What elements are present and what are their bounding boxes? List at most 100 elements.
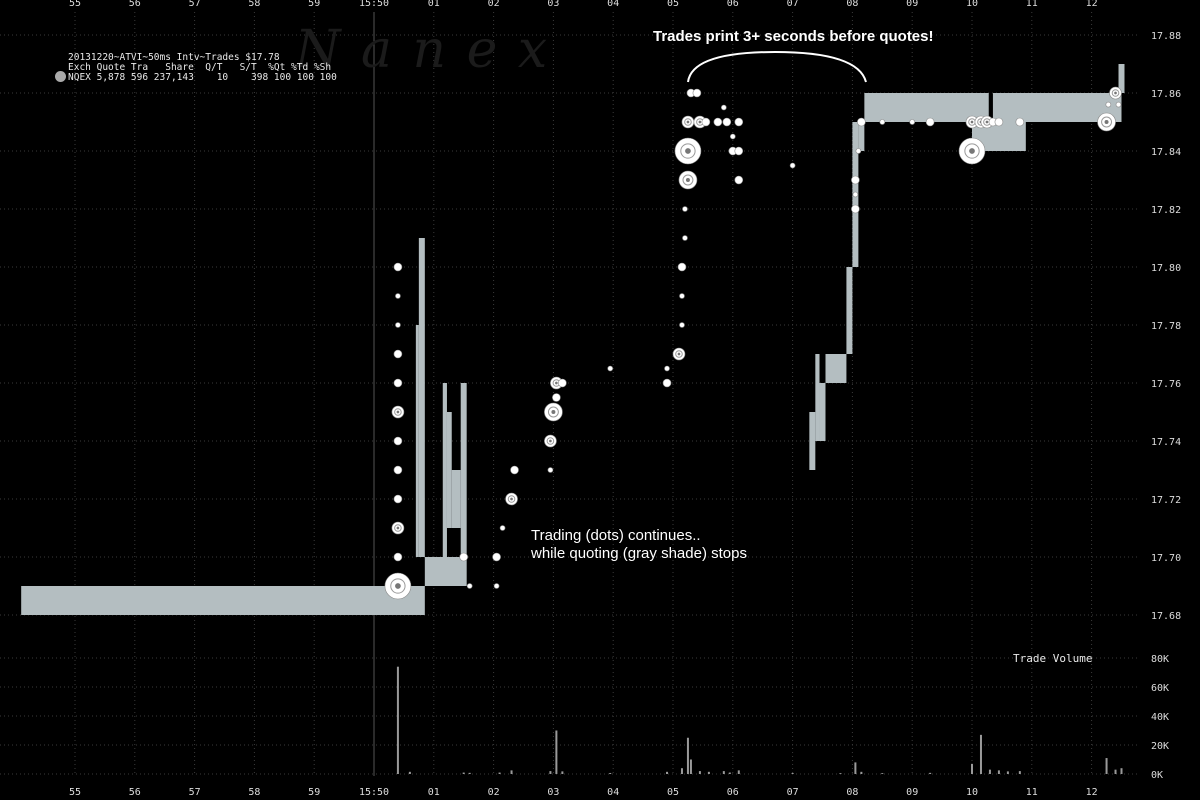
volume-tick-label: 20K — [1151, 741, 1169, 752]
trading-annotation-line2: while quoting (gray shade) stops — [531, 545, 747, 562]
trade-dot — [857, 117, 866, 127]
price-tick-label: 17.88 — [1151, 31, 1181, 42]
trade-dot — [664, 365, 670, 372]
trade-dot — [855, 148, 862, 154]
trade-dot-ring — [1111, 89, 1120, 97]
trade-dot — [925, 117, 935, 127]
legend-marker-icon — [55, 71, 66, 82]
trade-dot-ring — [394, 408, 402, 416]
time-tick-label: 01 — [428, 787, 440, 798]
volume-bar — [462, 772, 465, 774]
trade-dot-core — [677, 352, 681, 356]
trade-dot — [682, 235, 688, 241]
trade-dot-ring — [507, 495, 516, 503]
time-tick-label: 02 — [488, 0, 500, 9]
annotation-bracket — [687, 50, 867, 83]
trade-dot — [459, 552, 469, 562]
trade-dot-core — [686, 120, 690, 124]
trade-dot — [729, 133, 736, 140]
volume-bar — [1018, 771, 1021, 774]
price-tick-label: 17.76 — [1151, 379, 1181, 390]
volume-bar — [609, 772, 612, 774]
trade-dot — [393, 262, 403, 272]
header-title: 20131220~ATVI~50ms Intv~Trades $17.78 — [68, 52, 280, 63]
price-tick-label: 17.70 — [1151, 553, 1181, 564]
trade-dot — [466, 583, 473, 589]
price-tick-label: 17.68 — [1151, 611, 1181, 622]
volume-bar — [929, 772, 932, 774]
time-tick-label: 08 — [846, 787, 858, 798]
trade-dot-core — [685, 148, 691, 154]
price-tick-label: 17.80 — [1151, 263, 1181, 274]
quote-segment — [815, 354, 820, 441]
time-tick-label: 04 — [607, 787, 619, 798]
volume-bar — [1114, 769, 1117, 774]
time-tick-label: 58 — [248, 787, 260, 798]
volume-bar — [860, 771, 863, 774]
volume-bar — [498, 772, 501, 774]
trade-dot — [558, 378, 567, 388]
trade-dot-core — [395, 583, 401, 589]
volume-bar — [979, 734, 982, 774]
trade-dot-core — [396, 526, 400, 530]
time-tick-label: 03 — [547, 0, 559, 9]
volume-axis-label: Trade Volume — [1013, 652, 1093, 665]
trade-dot — [393, 552, 403, 562]
quote-segment — [446, 412, 452, 528]
trade-dot — [547, 467, 554, 473]
trade-dot — [393, 436, 403, 446]
time-tick-label: 02 — [488, 787, 500, 798]
price-tick-label: 17.74 — [1151, 437, 1181, 448]
trade-dot — [852, 191, 859, 198]
trade-dot — [1115, 101, 1122, 108]
trade-dot — [662, 378, 672, 388]
volume-bar — [698, 771, 701, 774]
volume-bar — [510, 770, 513, 774]
trade-dot-ring — [547, 406, 559, 418]
price-tick-label: 17.72 — [1151, 495, 1181, 506]
grid-lines — [0, 12, 1140, 776]
trade-dot — [701, 117, 711, 127]
nanex-watermark: N a n e x — [295, 20, 550, 80]
time-tick-label: 58 — [248, 0, 260, 9]
volume-tick-label: 0K — [1151, 770, 1163, 781]
trade-dot-ring — [964, 143, 980, 159]
time-tick-label: 06 — [727, 0, 739, 9]
trade-dot — [393, 349, 403, 359]
volume-bar — [988, 769, 991, 774]
axis-labels: 55 55 56 56 57 57 58 58 59 59 15:50 15:50 01 01 02 02 03… — [69, 0, 1181, 798]
volume-bar — [971, 763, 973, 774]
time-tick-label: 56 — [129, 0, 141, 9]
time-tick-label: 55 — [69, 0, 81, 9]
trade-dot — [1105, 101, 1112, 108]
quote-segment — [972, 93, 989, 122]
trade-dot — [679, 322, 685, 328]
quote-segment — [846, 267, 853, 354]
time-tick-label: 09 — [906, 787, 918, 798]
volume-bar — [997, 770, 1000, 774]
quote-segment — [418, 238, 425, 557]
trade-dot-ring — [675, 350, 683, 358]
time-tick-label: 56 — [129, 787, 141, 798]
time-tick-label: 15:50 — [359, 787, 389, 798]
quote-segment — [424, 557, 467, 586]
trade-dot-core — [970, 120, 974, 124]
trade-dot-core — [555, 381, 558, 385]
time-tick-label: 10 — [966, 0, 978, 9]
volume-bar — [689, 759, 692, 774]
volume-bar — [686, 737, 689, 774]
volume-bar — [561, 771, 564, 774]
header-row: NQEX 5,878 596 237,143 10 398 100 100 10… — [68, 72, 337, 83]
volume-tick-label: 60K — [1151, 683, 1169, 694]
trade-dot — [607, 365, 614, 372]
quotes-annotation: Trades print 3+ seconds before quotes! — [653, 28, 934, 45]
time-tick-label: 57 — [189, 0, 201, 9]
trade-dot — [851, 204, 860, 214]
trade-dot-core — [396, 410, 400, 414]
volume-bar — [707, 771, 710, 774]
trade-dot — [1015, 117, 1025, 127]
time-tick-label: 03 — [547, 787, 559, 798]
trade-dot — [499, 525, 506, 531]
trade-dot-core — [685, 178, 690, 182]
